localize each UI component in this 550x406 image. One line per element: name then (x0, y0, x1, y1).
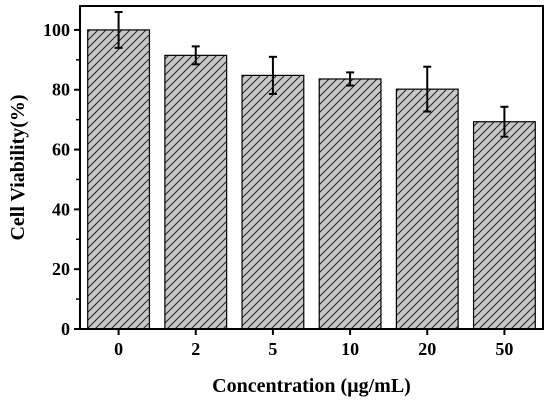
error-bar-10 (346, 71, 355, 87)
x-ticks-group: 0 2 5 10 20 50 (114, 329, 513, 359)
plot-frame (79, 5, 544, 330)
x-tick-label-20: 20 (418, 339, 436, 359)
error-bars-group (114, 10, 509, 138)
bar-2 (164, 54, 228, 330)
bar-10 (318, 78, 382, 330)
y-tick-label-80: 80 (52, 80, 70, 100)
y-tick-label-60: 60 (52, 140, 70, 160)
bar-20 (395, 88, 459, 330)
y-ticks-group: 0 20 40 60 80 100 (43, 20, 80, 339)
x-tick-label-50: 50 (495, 339, 513, 359)
bars-group (87, 29, 536, 330)
y-tick-label-100: 100 (43, 20, 70, 40)
x-tick-label-5: 5 (268, 339, 277, 359)
x-axis-title: Concentration (µg/mL) (212, 375, 411, 397)
bar-50 (472, 121, 536, 330)
x-tick-label-2: 2 (191, 339, 200, 359)
error-bar-0 (114, 10, 123, 49)
error-bar-2 (191, 45, 200, 66)
y-tick-label-20: 20 (52, 259, 70, 279)
error-bar-50 (500, 105, 509, 138)
y-axis-title: Cell Viability(%) (7, 94, 29, 240)
y-tick-label-0: 0 (61, 319, 70, 339)
error-bar-20 (423, 65, 432, 113)
error-bar-5 (268, 55, 277, 95)
x-tick-label-0: 0 (114, 339, 123, 359)
bar-5 (241, 74, 305, 330)
x-tick-label-10: 10 (341, 339, 359, 359)
bar-0 (87, 29, 151, 330)
y-tick-label-40: 40 (52, 199, 70, 219)
